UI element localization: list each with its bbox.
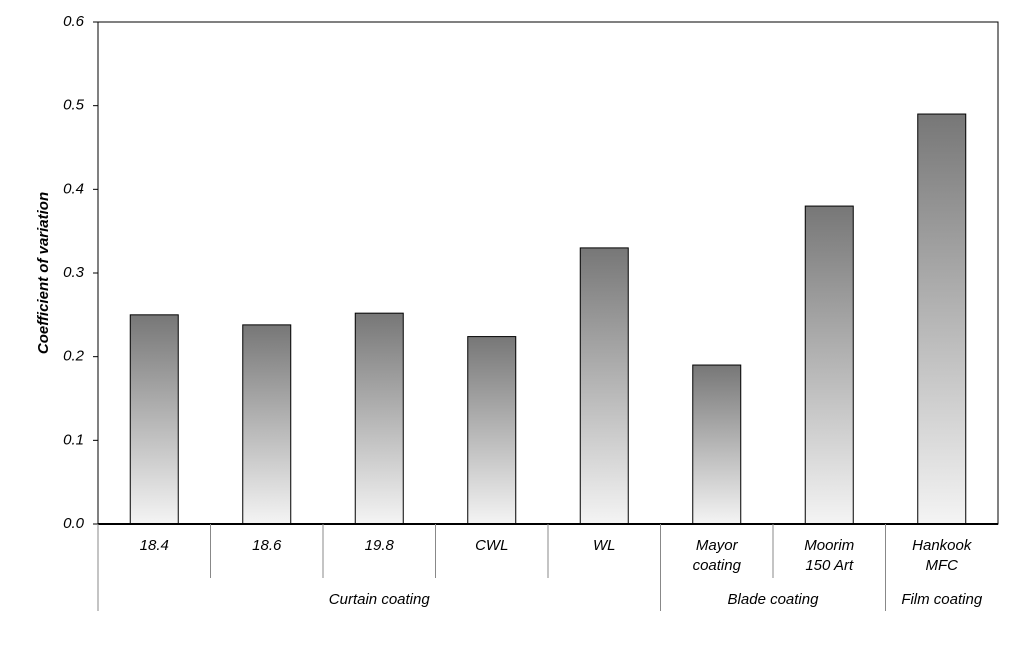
x-tick-label: Moorim 150 Art [804, 537, 855, 574]
y-tick-label: 0.3 [63, 264, 85, 281]
y-tick-label: 0.2 [63, 348, 85, 365]
bar [467, 336, 517, 525]
group-label: Blade coating [727, 591, 819, 608]
y-tick-label: 0.6 [63, 13, 85, 30]
x-tick-label: 18.4 [139, 537, 169, 554]
bar [354, 312, 404, 525]
y-tick-label: 0.1 [63, 431, 84, 448]
bar [692, 364, 742, 525]
bar [242, 324, 292, 525]
y-axis-title: Coefficient of variation [35, 192, 52, 354]
group-label: Film coating [901, 591, 983, 608]
y-tick-label: 0.4 [63, 180, 84, 197]
x-tick-label: Mayor coating [692, 537, 741, 574]
group-label: Curtain coating [328, 591, 430, 608]
bar [917, 113, 967, 525]
plot-frame [97, 21, 999, 525]
x-tick-label: 19.8 [364, 537, 394, 554]
y-tick-label: 0.5 [63, 97, 85, 114]
bar [804, 205, 854, 525]
y-tick-label: 0.0 [63, 515, 85, 532]
bar [129, 314, 179, 525]
x-tick-label: Hankook MFC [912, 537, 972, 574]
x-tick-label: WL [593, 537, 616, 554]
x-tick-label: CWL [475, 537, 509, 554]
bar [579, 247, 629, 525]
x-tick-label: 18.6 [252, 537, 282, 554]
